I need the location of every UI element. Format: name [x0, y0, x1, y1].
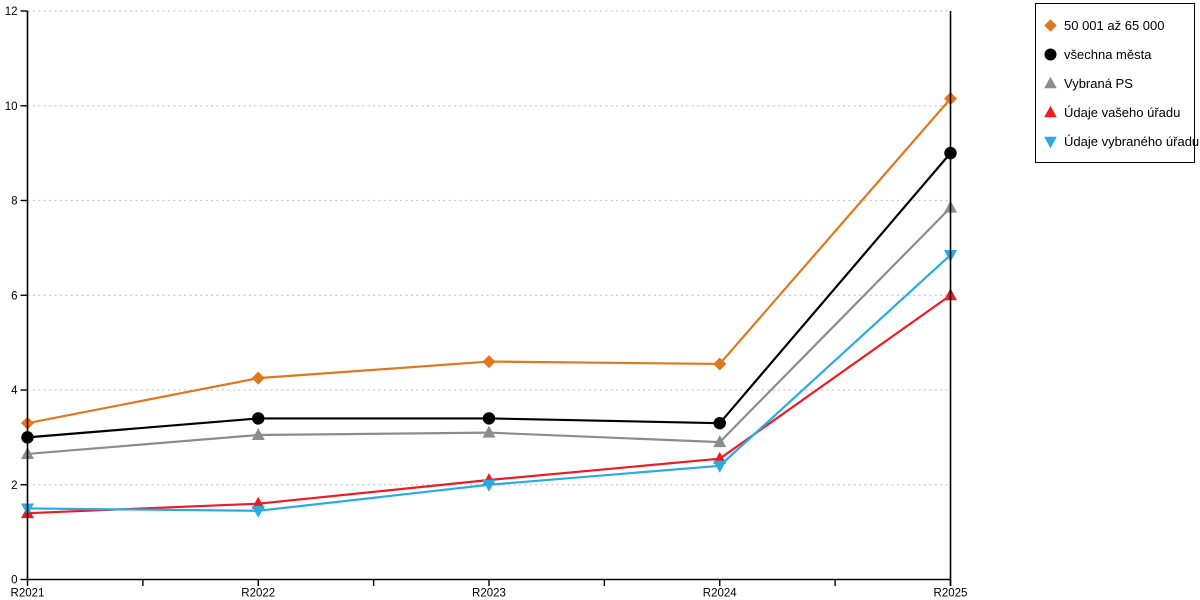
legend-label: všechna města	[1064, 47, 1152, 62]
legend-item: Údaje vybraného úřadu	[1043, 127, 1199, 156]
series-line	[26, 253, 952, 512]
series-line	[26, 97, 952, 425]
legend-label: Vybraná PS	[1064, 76, 1133, 91]
triangle-down-icon	[1044, 136, 1057, 149]
legend-triangle-down-icon	[1043, 134, 1058, 149]
data-point-marker	[251, 428, 265, 441]
triangle-up-icon	[1044, 105, 1057, 118]
y-tick-label: 2	[11, 480, 17, 492]
data-point-marker	[251, 505, 265, 518]
data-point-marker	[252, 412, 265, 425]
data-point-marker	[251, 496, 265, 509]
legend-marker-glyph	[1044, 76, 1057, 89]
x-tick-label: R2021	[11, 588, 45, 600]
triangle-up-icon	[1044, 76, 1057, 89]
data-point-marker	[482, 425, 496, 438]
x-tick-label: R2024	[703, 588, 737, 600]
data-point-marker	[713, 416, 726, 430]
y-tick-label: 8	[11, 196, 17, 208]
data-point-marker	[713, 435, 727, 448]
y-tick-label: 0	[11, 575, 17, 587]
legend-label: Údaje vašeho úřadu	[1064, 105, 1181, 120]
x-tick-label: R2023	[472, 588, 506, 600]
data-point-marker	[713, 460, 727, 473]
legend: 50 001 až 65 000 všechna města Vybraná P…	[1035, 3, 1199, 163]
data-point-marker	[713, 451, 727, 464]
legend-diamond-icon	[1043, 18, 1058, 33]
data-point-marker	[713, 357, 727, 371]
legend-item: Údaje vašeho úřadu	[1043, 98, 1186, 127]
legend-marker-glyph	[1044, 136, 1057, 149]
legend-item: všechna města	[1043, 40, 1186, 69]
y-tick-label: 12	[5, 6, 18, 18]
legend-triangle-up-icon	[1043, 105, 1058, 120]
x-tick-label: R2022	[241, 588, 275, 600]
legend-triangle-up-icon	[1043, 76, 1058, 91]
data-point-marker	[482, 479, 496, 492]
legend-item: 50 001 až 65 000	[1043, 11, 1186, 40]
diamond-icon	[1044, 19, 1057, 32]
x-tick-label: R2025	[934, 588, 968, 600]
legend-circle-icon	[1043, 47, 1058, 62]
legend-marker-glyph	[1044, 105, 1057, 118]
data-point-marker	[482, 355, 496, 369]
legend-label: Údaje vybraného úřadu	[1064, 134, 1200, 149]
y-tick-label: 4	[11, 385, 18, 397]
legend-item: Vybraná PS	[1043, 69, 1186, 98]
circle-icon	[1044, 48, 1057, 61]
legend-label: 50 001 až 65 000	[1064, 18, 1165, 33]
legend-marker-glyph	[1044, 19, 1057, 32]
legend-marker-glyph	[1044, 48, 1057, 61]
data-point-marker	[251, 371, 265, 385]
y-tick-label: 10	[5, 101, 18, 113]
y-tick-label: 6	[11, 290, 17, 302]
data-point-marker	[482, 412, 496, 425]
